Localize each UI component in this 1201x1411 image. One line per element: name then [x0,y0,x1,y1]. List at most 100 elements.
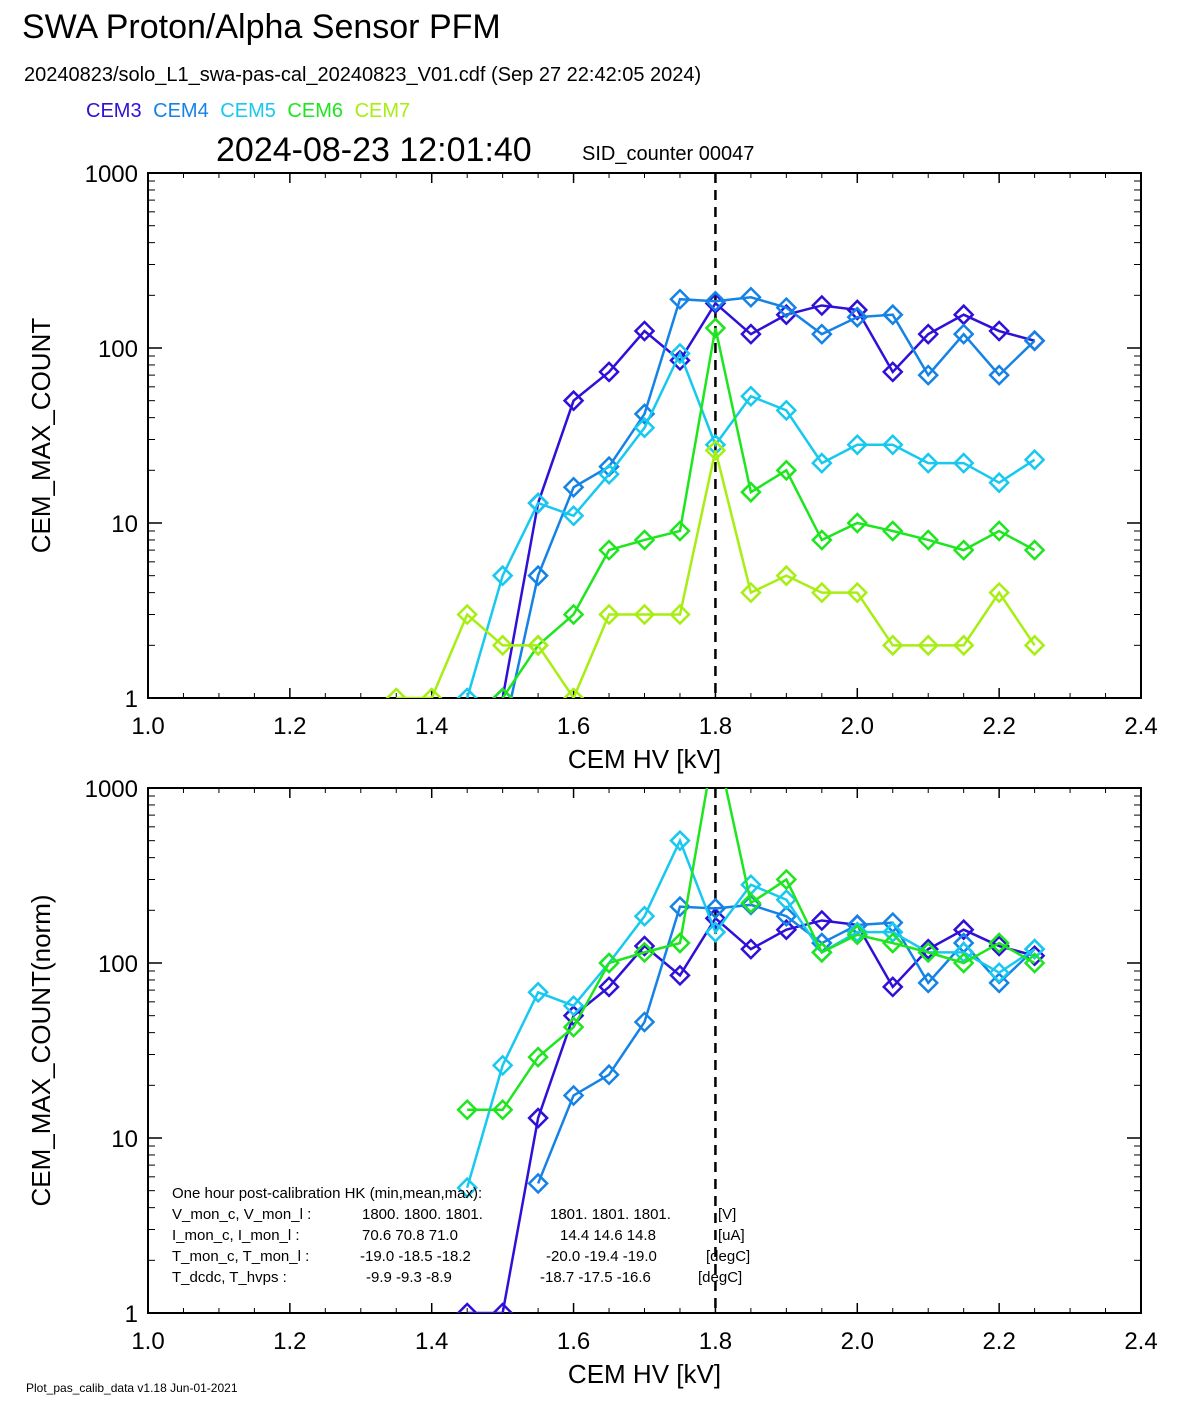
data-point-cem4 [775,905,798,928]
hk-line-b: -18.7 -17.5 -16.6 [540,1269,651,1286]
data-point-cem7 [456,603,478,626]
data-point-cem6 [881,932,904,954]
data-point-cem5 [917,452,939,474]
data-point-cem3 [562,389,585,412]
series-line-cem3 [501,301,1035,698]
x-tick-label: 1.4 [415,713,448,740]
x-axis-label: CEM HV [kV] [568,744,721,774]
data-point-cem5 [988,961,1010,984]
data-point-cem6 [952,952,975,974]
data-point-cem3 [811,294,833,317]
y-axis-label: CEM_MAX_COUNT(norm) [26,894,56,1206]
series-line-cem4 [536,903,1036,1184]
data-point-cem3 [811,909,833,932]
data-point-cem3 [952,918,975,941]
data-point-cem5 [775,399,798,422]
data-point-cem5 [562,994,585,1017]
x-tick-label: 1.6 [557,713,590,740]
data-point-cem4 [527,1172,549,1195]
legend-entry-cem7: CEM7 [354,100,411,122]
data-point-cem5 [456,687,478,698]
data-point-cem5 [952,452,975,474]
timestamp: 2024-08-23 12:01:40 [216,131,532,169]
series-line-cem4 [509,295,1036,698]
data-point-cem3 [456,1302,478,1313]
data-point-cem4 [775,296,798,319]
data-point-cem4 [917,364,939,386]
hk-line-name: T_dcdc, T_hvps : [172,1269,287,1286]
data-point-cem4 [988,972,1010,994]
data-point-cem3 [740,323,762,345]
hk-title: One hour post-calibration HK (min,mean,m… [172,1185,483,1202]
data-point-cem6 [881,520,904,542]
hk-line-b: 14.4 14.6 14.8 [560,1227,656,1244]
data-point-cem7 [669,603,691,626]
data-point-cem6 [811,529,833,551]
data-point-cem6 [598,539,620,561]
data-point-cem6 [1023,952,1046,974]
hk-line-unit: [degC] [698,1269,743,1286]
x-tick-label: 1.4 [415,1328,448,1355]
data-point-cem3 [598,976,620,998]
data-point-cem4 [704,290,727,313]
data-point-cem6 [988,932,1010,954]
x-tick-label: 2.2 [982,1328,1015,1355]
data-point-cem5 [775,888,798,911]
data-point-cem7 [917,634,939,657]
data-point-cem4 [598,1063,620,1086]
data-point-cem5 [952,941,975,964]
data-point-cem4 [988,364,1010,386]
data-point-cem4 [633,403,656,425]
data-point-cem5 [846,433,869,456]
data-point-cem4 [952,323,975,345]
file-subtitle: 20240823/solo_L1_swa-pas-cal_20240823_V0… [24,64,702,86]
y-tick-label: 1 [125,686,138,713]
data-point-cem4 [1023,329,1046,352]
legend: CEM3 CEM4 CEM5 CEM6 CEM7 [86,100,416,123]
data-point-cem3 [917,938,939,960]
data-point-cem5 [811,452,833,474]
data-point-cem3 [598,361,620,383]
x-axis-label: CEM HV [kV] [568,1359,721,1389]
chart-title: SWA Proton/Alpha Sensor PFM [22,8,501,46]
data-point-cem4 [917,972,939,994]
data-point-cem5 [491,1054,514,1077]
data-point-cem7 [881,634,904,657]
data-point-cem5 [881,921,904,943]
data-point-cem6 [527,1046,549,1068]
data-point-cem6 [598,952,620,974]
x-tick-label: 1.2 [273,1328,306,1355]
data-point-cem3 [633,935,656,957]
x-tick-label: 2.4 [1124,1328,1157,1355]
data-point-cem4 [740,286,762,309]
data-point-cem5 [598,463,620,485]
data-point-cem5 [527,981,549,1004]
data-point-cem6 [562,603,585,626]
data-point-cem6 [491,1098,514,1121]
hk-line-name: I_mon_c, I_mon_l : [172,1227,300,1244]
data-point-cem4 [562,1084,585,1107]
y-tick-label: 1000 [85,776,138,803]
data-point-cem5 [740,385,762,408]
series-line-cem6 [467,788,1036,1112]
data-point-cem7 [491,634,514,657]
data-point-cem5 [491,564,514,587]
x-tick-label: 1.6 [557,1328,590,1355]
data-point-cem7 [775,564,798,587]
data-point-cem6 [846,512,869,534]
data-point-cem3 [775,918,798,941]
x-tick-label: 2.2 [982,713,1015,740]
data-point-cem3 [917,323,939,345]
y-axis-label: CEM_MAX_COUNT [26,318,56,554]
x-tick-label: 1.8 [699,1328,732,1355]
hk-line-a: 70.6 70.8 71.0 [362,1227,458,1244]
data-point-cem7 [633,603,656,626]
data-point-cem4 [633,1011,656,1033]
x-tick-label: 2.0 [841,1328,874,1355]
y-tick-label: 1000 [85,161,138,188]
x-tick-label: 1.8 [699,713,732,740]
data-point-cem6 [917,941,939,964]
data-point-cem4 [704,897,727,920]
data-point-cem7 [952,634,975,657]
